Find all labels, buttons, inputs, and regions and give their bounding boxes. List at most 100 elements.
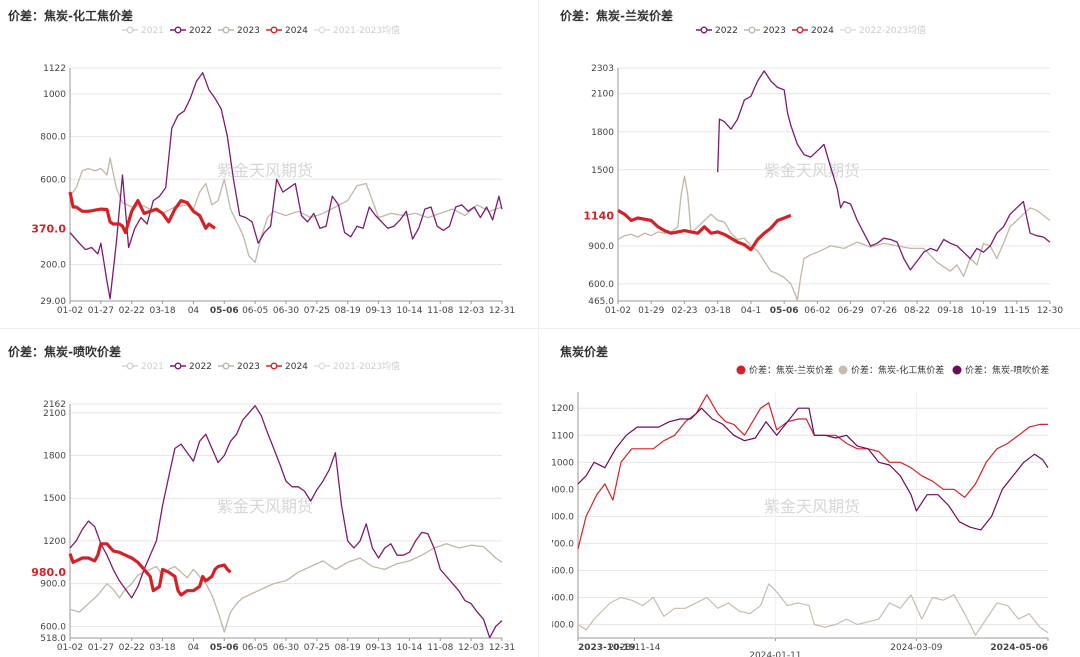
y-tick-label: 600.0 [40,622,66,632]
legend-marker [174,362,182,370]
y-tick-label: 500.0 [552,593,574,603]
legend-item[interactable]: 2021-2023均值 [314,24,400,36]
x-tick-label: 12-31 [489,643,515,653]
legend-item[interactable]: 2024 [266,362,308,372]
x-tick-label: 2024-05-06 [990,643,1048,653]
chart-panel-coke-semi-coke: 价差：焦炭-兰炭价差 2303 2100 1800 1500 900.0 600.0 465… [552,0,1080,320]
x-tick-label: 01-27 [88,643,114,653]
y-tick-label: 900.0 [552,485,574,495]
legend-swatch [838,365,848,375]
legend-item[interactable]: 2023 [218,26,260,36]
x-tick-label: 04-1 [741,306,761,316]
series-line-2023 [617,175,1051,302]
x-tick-label: 06-30 [273,643,299,653]
highlight-value-label: 370.0 [31,222,66,235]
y-tick-label: 1100 [552,431,574,441]
x-tick-label: 11-08 [427,643,453,653]
legend-item[interactable]: 2024 [266,26,308,36]
legend-label: 2023 [763,26,786,36]
x-tick-label: 04 [188,643,200,653]
legend-label: 2023 [237,26,260,36]
legend-label: 2021 [141,362,164,372]
y-tick-label: 200.0 [40,261,66,271]
series-line-2022 [69,405,503,639]
x-tick-label: 11-15 [1004,306,1030,316]
legend-marker [174,26,182,34]
legend-label: 价差：焦炭-喷吹价差 [965,364,1049,376]
legend-item[interactable]: 2022-2023均值 [840,24,926,36]
x-tick-label: 08-19 [335,643,361,653]
legend-label: 2024 [811,26,834,36]
legend-label: 2024 [285,362,308,372]
legend-item[interactable]: 2022 [696,26,738,36]
series-line-2023 [69,157,503,264]
legend-label: 2021-2023均值 [333,360,400,372]
x-tick-label: 06-05 [242,306,268,316]
x-tick-label: 03-18 [149,643,175,653]
watermark: 紫金天风期货 [764,497,860,516]
y-tick-label: 2303 [591,64,614,74]
x-tick-label: 08-22 [904,306,930,316]
x-tick-label: 07-26 [871,306,897,316]
legend-label: 2022 [189,362,212,372]
y-tick-label: 1800 [43,452,66,462]
legend-label: 价差：焦炭-化工焦价差 [851,364,944,376]
y-tick-label: 800.0 [40,133,66,143]
series-line-2022 [717,70,1051,271]
y-tick-label: 465.0 [588,297,614,307]
series-line-2024 [68,191,216,235]
x-tick-label: 05-06 [210,643,239,653]
legend-item[interactable]: 2023 [218,362,260,372]
legend-item[interactable]: 2024 [792,26,834,36]
x-tick-label: 01-29 [638,306,664,316]
highlight-value-label: 1140 [583,209,614,222]
x-tick-label: 05-06 [210,306,239,316]
legend-label: 2022-2023均值 [859,24,926,36]
legend-item[interactable]: 2021 [122,362,164,372]
watermark: 紫金天风期货 [217,161,313,180]
legend-item[interactable]: 价差：焦炭-兰炭价差 [736,364,834,376]
legend-marker [748,26,756,34]
panel-divider-horizontal [0,328,1080,329]
x-tick-label: 11-08 [427,306,453,316]
y-tick-label: 600.0 [40,175,66,185]
legend-item[interactable]: 2021 [122,26,164,36]
legend-item[interactable]: 2023 [744,26,786,36]
legend-item[interactable]: 2022 [170,362,212,372]
legend-item[interactable]: 2021-2023均值 [314,360,400,372]
legend-label: 2022 [715,26,738,36]
series-line-价差：焦炭-喷吹价差 [577,407,1049,531]
legend-item[interactable]: 2022 [170,26,212,36]
x-tick-label: 02-22 [119,643,145,653]
legend-label: 2021 [141,26,164,36]
legend-label: 2021-2023均值 [333,24,400,36]
y-tick-label: 900.0 [588,242,614,252]
y-tick-label: 518.0 [40,634,66,644]
legend-marker [844,26,852,34]
y-tick-label: 900.0 [40,580,66,590]
legend: 价差：焦炭-兰炭价差 价差：焦炭-化工焦价差 价差：焦炭-喷吹价差 [736,364,1050,376]
y-tick-label: 2100 [43,409,66,419]
y-tick-label: 600.0 [552,566,574,576]
legend: 2022 2023 2024 2022-2023均值 [696,24,926,36]
legend-marker [270,26,278,34]
y-tick-label: 29.00 [40,297,66,307]
legend-item[interactable]: 价差：焦炭-化工焦价差 [838,364,945,376]
watermark: 紫金天风期货 [217,497,313,516]
highlight-value-label: 980.0 [31,566,66,579]
legend-swatch [736,365,746,375]
chart-canvas: 2303 2100 1800 1500 900.0 600.0 465.001-02 01-2… [583,24,1063,316]
watermark: 紫金天风期货 [764,161,860,180]
x-tick-label: 06-05 [242,643,268,653]
x-tick-label: 06-02 [804,306,830,316]
x-tick-label: 07-25 [304,643,330,653]
legend: 2021 2022 2023 2024 2021-2023均值 [122,24,400,36]
series-line-价差：焦炭-兰炭价差 [577,394,1048,549]
series-line-2023 [69,543,503,633]
legend-marker [270,362,278,370]
legend-item[interactable]: 价差：焦炭-喷吹价差 [952,364,1050,376]
legend-marker [126,362,134,370]
x-tick-label: 09-13 [365,643,391,653]
y-tick-label: 800.0 [552,512,574,522]
y-tick-label: 1800 [591,128,614,138]
